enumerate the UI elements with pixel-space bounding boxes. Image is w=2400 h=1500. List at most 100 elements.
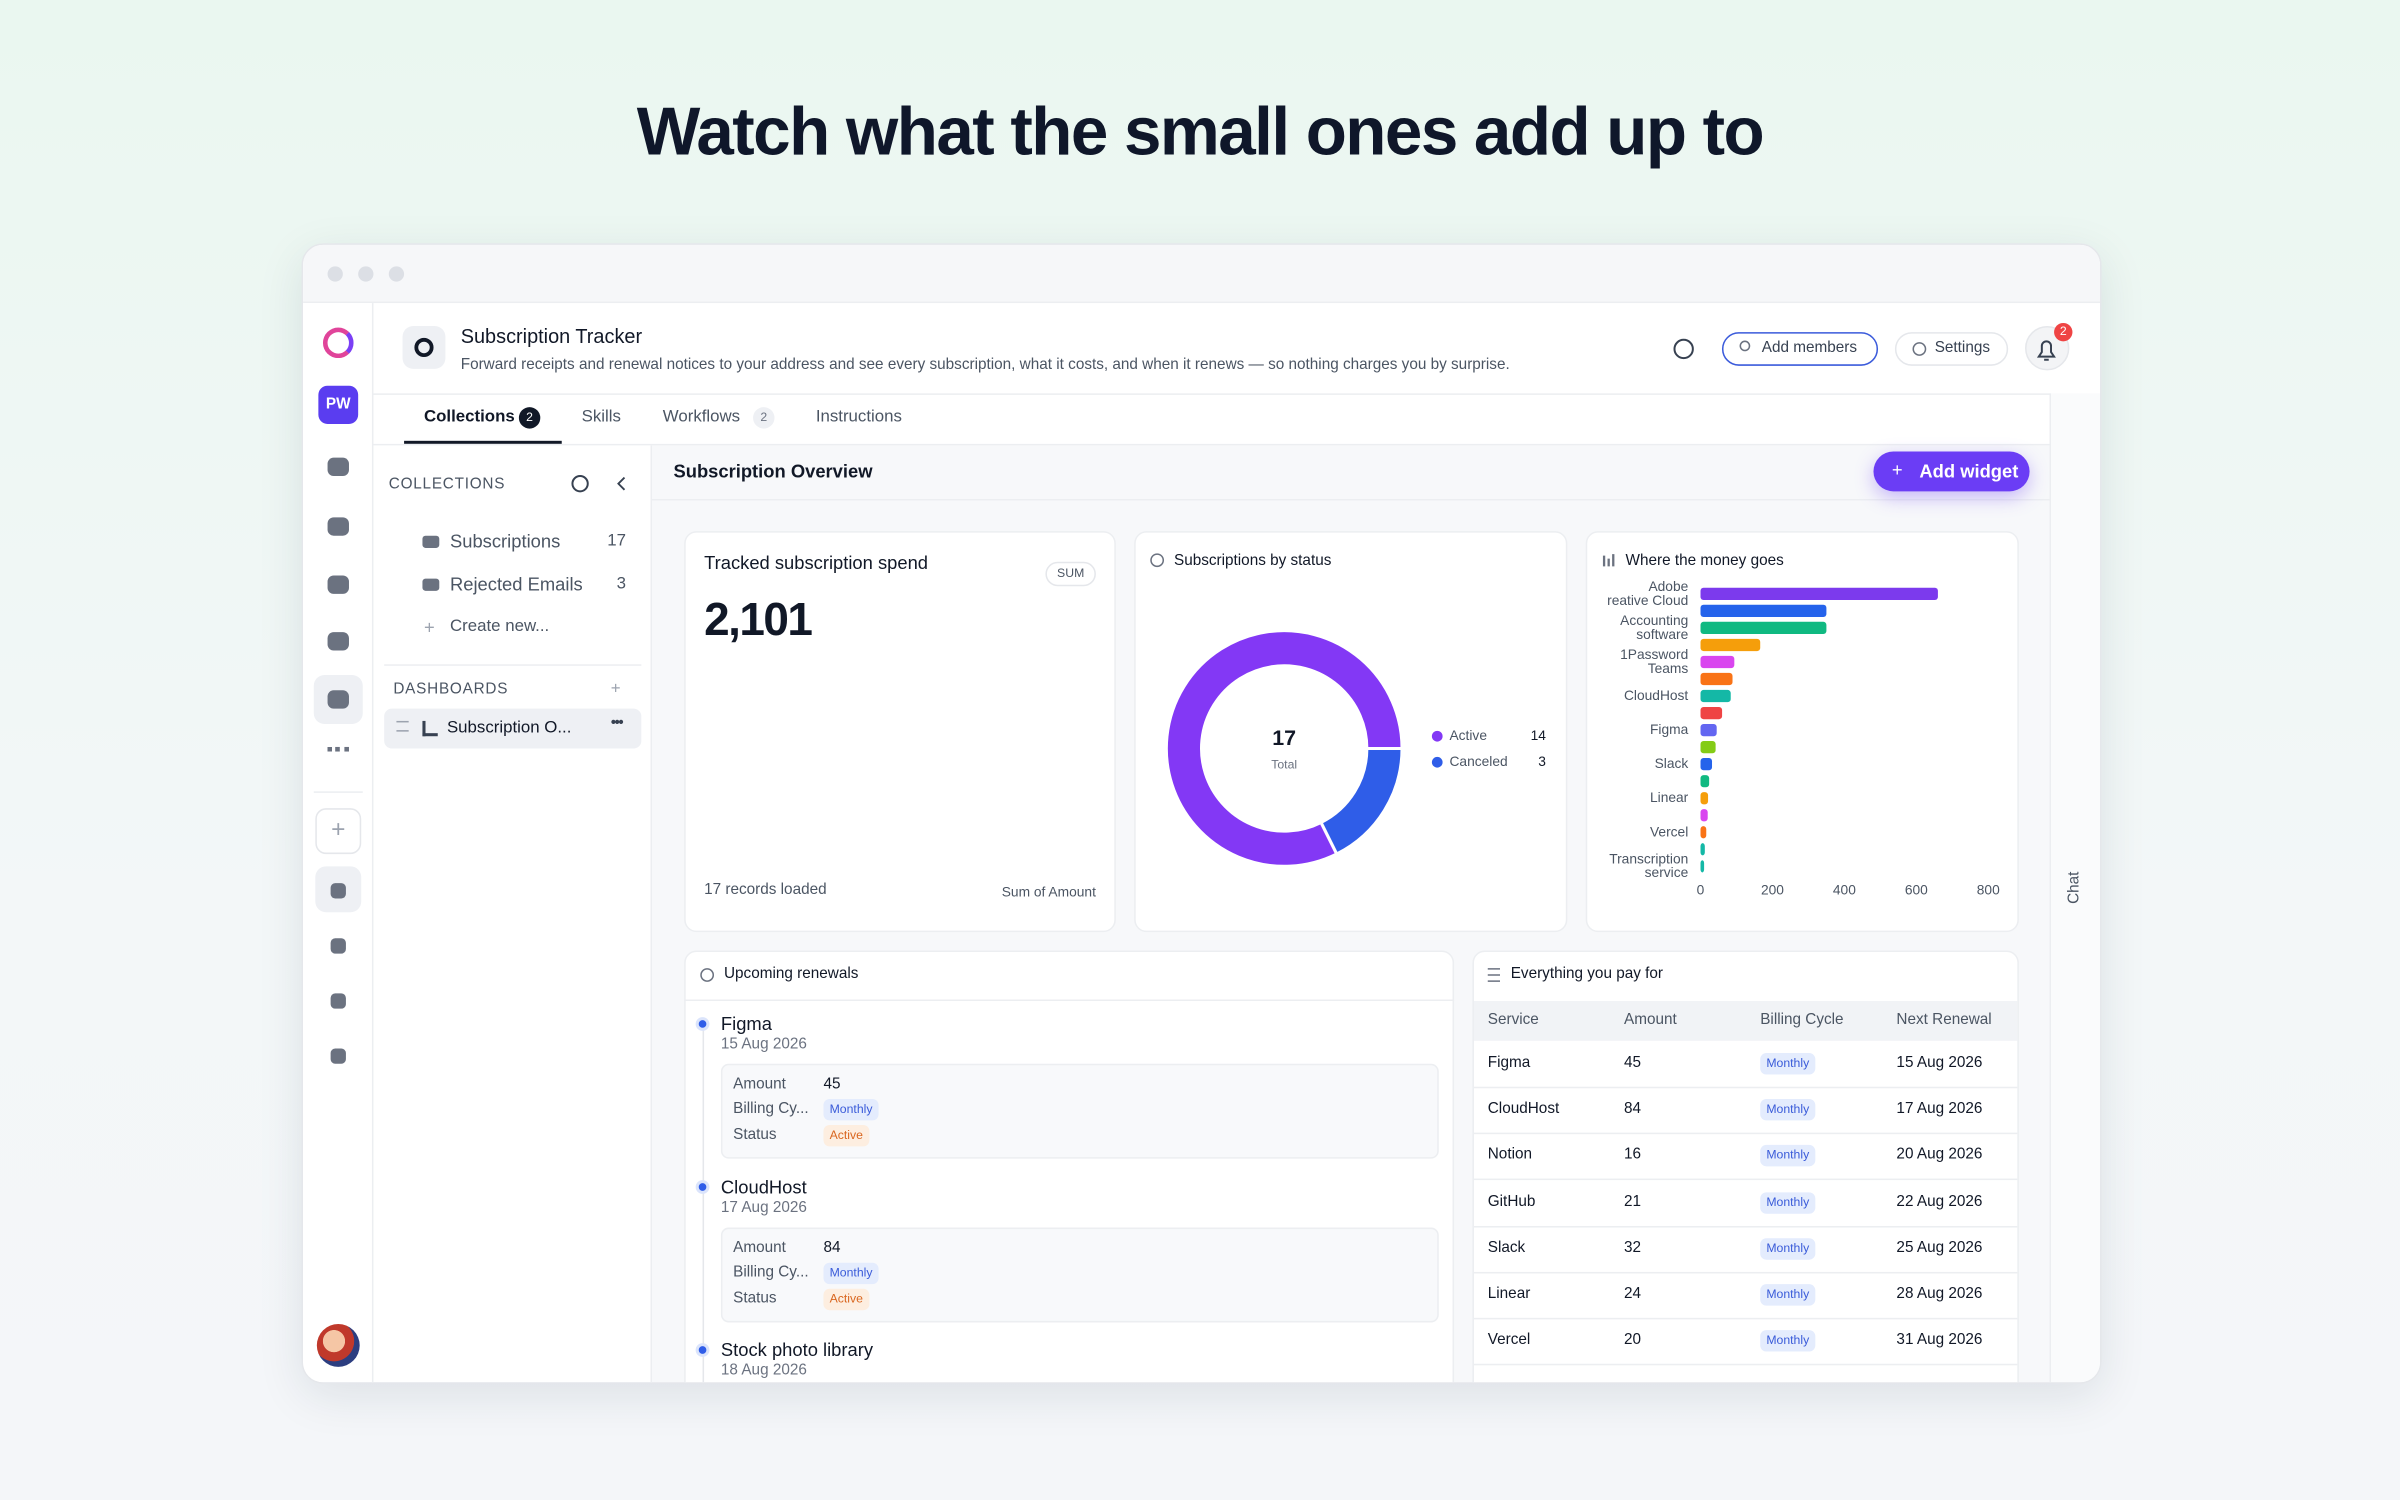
app-title: Subscription Tracker — [460, 324, 643, 348]
field-label: Status — [733, 1289, 777, 1307]
spend-footer-left: 17 records loaded — [704, 881, 827, 899]
cycle-chip: Monthly — [823, 1098, 879, 1121]
status-chip: Active — [823, 1124, 870, 1147]
field-label: Amount — [733, 1239, 786, 1256]
collection-icon — [422, 535, 440, 548]
table-cell: 20 — [1623, 1331, 1642, 1349]
column-header[interactable]: Service — [1487, 1011, 1539, 1029]
add-widget-button[interactable] — [1873, 451, 2030, 492]
row-divider — [1473, 1086, 2018, 1089]
collection-count: 3 — [616, 574, 627, 593]
history-icon — [1673, 338, 1694, 360]
app-description: Forward receipts and renewal notices to … — [460, 356, 1510, 374]
field-label: Billing Cy... — [733, 1100, 809, 1118]
spend-footer-right: Sum of Amount — [1001, 884, 1096, 900]
nav-icon[interactable] — [327, 457, 349, 477]
tab-underline — [404, 440, 562, 444]
add-members-button[interactable] — [1721, 332, 1879, 366]
chart-icon — [422, 720, 438, 737]
nav-icon[interactable] — [327, 517, 349, 536]
cycle-chip: Monthly — [1760, 1330, 1816, 1352]
settings-button[interactable] — [1894, 332, 2009, 366]
collection-count: 17 — [607, 531, 627, 551]
settings-label[interactable]: Settings — [1934, 339, 1991, 357]
renewals-title: Upcoming renewals — [723, 965, 859, 983]
add-widget-plus: + — [1891, 459, 1903, 481]
row-divider — [1473, 1225, 2018, 1227]
renewal-date: 17 Aug 2026 — [720, 1199, 807, 1217]
table-cell: 28 Aug 2026 — [1896, 1285, 1983, 1303]
renewal-date: 18 Aug 2026 — [720, 1362, 807, 1380]
notification-badge: 2 — [2054, 322, 2073, 342]
nav-icon[interactable] — [327, 632, 349, 651]
dashboard-item[interactable]: Subscription O... — [446, 718, 572, 737]
field-amount: 84 — [823, 1239, 841, 1256]
table-cell: Vercel — [1487, 1331, 1531, 1349]
window-dot — [358, 266, 374, 282]
dashboards-heading: DASHBOARDS — [393, 681, 509, 698]
window-dot — [388, 266, 405, 282]
nav-icon[interactable] — [327, 575, 349, 594]
card — [1134, 531, 1568, 933]
table-cell: 25 Aug 2026 — [1896, 1239, 1983, 1257]
chart-title: Subscriptions by status — [1173, 552, 1332, 570]
cycle-chip: Monthly — [1760, 1237, 1816, 1260]
table-cell: 22 Aug 2026 — [1896, 1193, 1983, 1211]
drag-handle — [396, 720, 409, 732]
row-divider — [1473, 1317, 2018, 1320]
cycle-chip: Monthly — [1760, 1284, 1816, 1306]
chat-strip — [2049, 393, 2100, 1383]
table-title: Everything you pay for — [1510, 965, 1664, 983]
tabs-divider — [373, 443, 2050, 446]
table-cell: 16 — [1623, 1147, 1642, 1164]
tab-count: 2 — [753, 407, 775, 429]
table-cell: 32 — [1623, 1239, 1642, 1257]
tab-label[interactable]: Workflows — [662, 407, 741, 427]
row-divider — [1473, 1271, 2018, 1274]
collection-name[interactable]: Rejected Emails — [449, 573, 583, 596]
workspace-avatar[interactable]: PW — [318, 385, 359, 424]
nav-icon[interactable] — [330, 993, 346, 1009]
nav-icon[interactable] — [330, 938, 346, 954]
table-cell: CloudHost — [1487, 1100, 1560, 1118]
nav-icon[interactable] — [327, 746, 349, 765]
chat-label[interactable]: Chat — [2066, 871, 2084, 904]
headline: Watch what the small ones add up to — [636, 94, 1765, 170]
table-cell: Linear — [1487, 1285, 1531, 1303]
add-members-label[interactable]: Add members — [1761, 339, 1858, 357]
create-new[interactable]: Create new... — [449, 617, 550, 636]
table-cell: 17 Aug 2026 — [1896, 1100, 1983, 1118]
more-icon[interactable]: ••• — [610, 714, 624, 732]
nav-icon[interactable] — [330, 1048, 346, 1064]
add-widget-label[interactable]: Add widget — [1919, 460, 2019, 482]
nav-icon[interactable] — [330, 883, 346, 899]
collection-name[interactable]: Subscriptions — [449, 530, 561, 553]
column-header[interactable]: Next Renewal — [1896, 1011, 1992, 1029]
tab-label[interactable]: Instructions — [815, 407, 902, 427]
renewal-name[interactable]: CloudHost — [720, 1175, 807, 1198]
dashboard-divider — [652, 498, 2050, 501]
cycle-chip: Monthly — [1760, 1053, 1816, 1075]
renewal-name[interactable]: Figma — [720, 1012, 772, 1035]
field-amount: 45 — [823, 1076, 841, 1093]
dashboard-title: Subscription Overview — [673, 460, 873, 482]
dashboard-add: + — [610, 679, 621, 698]
tab-label[interactable]: Collections — [423, 407, 515, 427]
row-divider — [1473, 1179, 2018, 1181]
timeline-line — [702, 1023, 705, 1383]
column-header[interactable]: Amount — [1623, 1011, 1677, 1029]
row-divider — [1473, 1132, 2018, 1135]
tab-label[interactable]: Skills — [581, 407, 621, 427]
table-cell: 84 — [1623, 1100, 1642, 1118]
column-header[interactable]: Billing Cycle — [1760, 1011, 1844, 1029]
user-avatar[interactable] — [316, 1323, 360, 1367]
field-label: Amount — [733, 1076, 786, 1093]
nav-add[interactable]: + — [315, 808, 362, 855]
table-cell: 24 — [1623, 1285, 1642, 1303]
nav-icon[interactable] — [327, 690, 349, 709]
renewal-date: 15 Aug 2026 — [720, 1036, 807, 1054]
renewal-name[interactable]: Stock photo library — [720, 1338, 874, 1361]
panel-divider — [384, 664, 642, 666]
